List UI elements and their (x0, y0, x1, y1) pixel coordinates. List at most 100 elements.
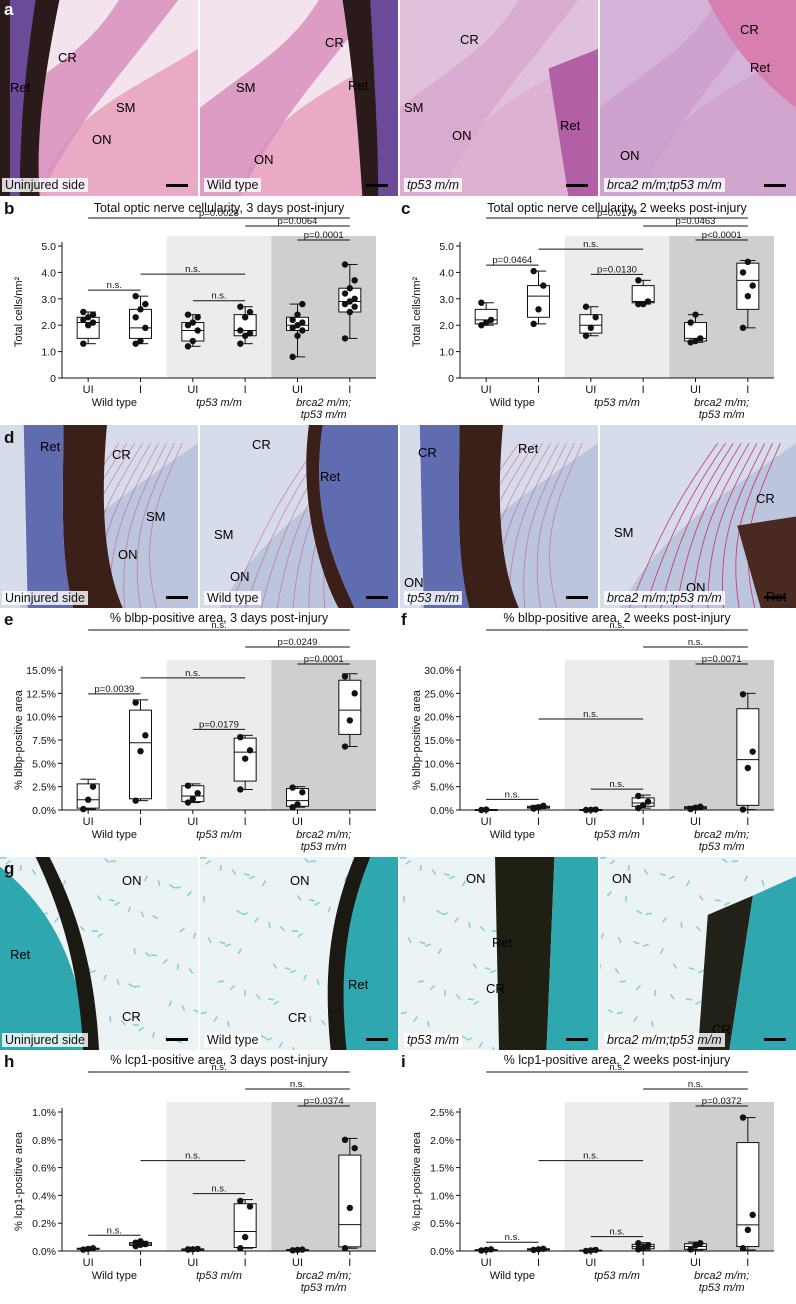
anatomy-label: ON (290, 873, 310, 888)
group-label: tp53 m/m (196, 1270, 242, 1282)
significance-label: n.s. (107, 280, 122, 291)
data-point (289, 784, 296, 791)
significance-label: p=0.0064 (278, 216, 318, 227)
data-point (687, 339, 694, 346)
x-tick-label: UI (585, 1257, 596, 1269)
data-point (530, 1246, 537, 1254)
retina-layer (327, 857, 371, 1050)
group-label: tp53 m/m (699, 841, 745, 853)
lcp1-nucleus (109, 860, 117, 863)
y-tick-label: 1.5% (430, 1163, 454, 1175)
x-tick-label: I (746, 816, 749, 828)
photo-row-a: CR Ret SM ON Uninjured side CR Ret SM ON Wild typ… (0, 0, 796, 196)
lcp1-nucleus (761, 880, 765, 887)
data-point (744, 292, 752, 300)
data-point (351, 690, 358, 697)
chart-b: Total optic nerve cellularity, 3 days po… (0, 198, 398, 426)
panel-letter-d: d (4, 428, 15, 447)
data-point (341, 673, 349, 680)
significance-label: n.s. (505, 1232, 520, 1243)
group-label: brca2 m/m; (694, 829, 749, 841)
significance-label: n.s. (107, 1225, 122, 1236)
y-tick-label: 1.0% (32, 1107, 56, 1119)
lcp1-nucleus (303, 974, 307, 981)
data-point (142, 1240, 149, 1248)
data-point (289, 804, 296, 811)
lcp1-nucleus (662, 917, 667, 923)
significance-label: n.s. (211, 291, 226, 302)
x-tick-label: UI (83, 1257, 94, 1269)
lcp1-nucleus (607, 1009, 614, 1014)
x-tick-label: UI (83, 384, 94, 396)
lcp1-nucleus (200, 1011, 207, 1015)
scale-bar (166, 1038, 188, 1041)
retina-nuclear-layer (419, 425, 470, 608)
lcp1-nucleus (473, 1000, 479, 1006)
lcp1-nucleus (205, 859, 212, 865)
data-point (351, 277, 358, 284)
micrograph-d-3: CR Ret ON tp53 m/m (400, 425, 598, 608)
lcp1-nucleus (267, 998, 274, 1001)
lcp1-nucleus (633, 1016, 639, 1022)
data-point (482, 806, 490, 813)
data-point (137, 337, 144, 345)
lcp1-nucleus (296, 895, 302, 901)
lcp1-nucleus (91, 929, 98, 933)
micrograph-image (0, 425, 198, 608)
lcp1-nucleus (454, 917, 460, 923)
lcp1-nucleus (695, 1000, 701, 1006)
lcp1-nucleus (403, 895, 405, 902)
box (129, 308, 152, 339)
lcp1-nucleus (291, 929, 298, 933)
data-point (189, 795, 197, 802)
data-point (592, 314, 599, 321)
y-tick-label: 7.5% (32, 735, 56, 747)
y-tick-label: 3.0 (439, 294, 454, 306)
data-point (184, 322, 192, 329)
x-tick-label: UI (481, 816, 492, 828)
data-point (346, 308, 354, 316)
y-tick-label: 4.0 (41, 267, 56, 279)
significance-label: n.s. (583, 709, 598, 720)
lcp1-nucleus (140, 911, 145, 918)
group-shade-tp53 (166, 236, 272, 378)
x-tick-label: I (139, 816, 142, 828)
y-tick-label: 0.2% (32, 1218, 56, 1230)
lcp1-nucleus (179, 927, 185, 933)
anatomy-label: CR (756, 491, 775, 506)
lcp1-nucleus (724, 901, 730, 906)
lcp1-nucleus (231, 869, 237, 875)
lcp1-nucleus (297, 932, 304, 938)
y-tick-label: 1.0% (430, 1190, 454, 1202)
lcp1-nucleus (643, 868, 649, 875)
anatomy-label: Ret (348, 78, 369, 93)
x-tick-label: I (537, 1257, 540, 1269)
micrograph-image (200, 425, 398, 608)
lcp1-nucleus (714, 899, 721, 902)
y-tick-label: 5.0 (41, 241, 56, 253)
data-point (237, 1197, 244, 1205)
lcp1-nucleus (116, 979, 120, 986)
lcp1-nucleus (672, 963, 678, 969)
significance-label: p=0.0249 (278, 637, 318, 648)
data-point (587, 806, 595, 813)
data-point (692, 804, 699, 811)
lcp1-nucleus (0, 857, 6, 859)
data-point (639, 802, 647, 809)
data-point (246, 329, 254, 337)
box (736, 1142, 760, 1248)
lcp1-nucleus (642, 943, 649, 947)
lcp1-nucleus (441, 912, 448, 916)
data-point (237, 303, 244, 310)
lcp1-nucleus (224, 943, 231, 947)
lcp1-nucleus (424, 943, 431, 947)
data-point (635, 1246, 642, 1253)
data-point (80, 340, 87, 347)
scale-bar (566, 1038, 588, 1041)
data-point (132, 292, 139, 300)
y-tick-label: 2.0 (41, 320, 56, 332)
data-point (89, 311, 97, 318)
scale-bar (566, 596, 588, 599)
y-axis-label: Total cells/nm² (13, 277, 25, 348)
x-tick-label: I (642, 816, 645, 828)
